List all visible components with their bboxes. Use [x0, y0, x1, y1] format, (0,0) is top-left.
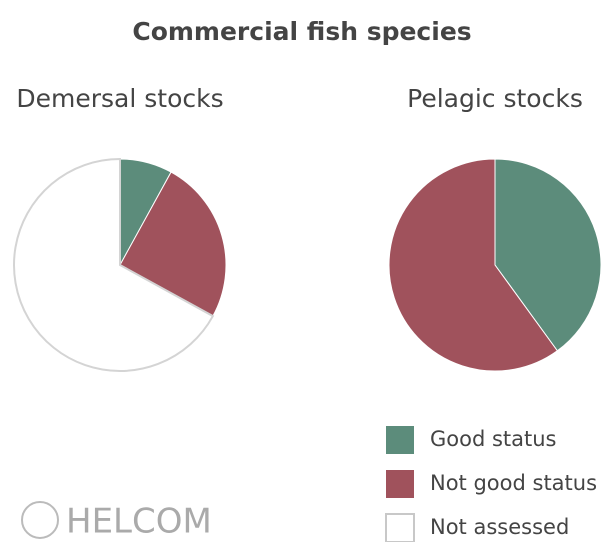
pie-slice: [388, 158, 559, 372]
pie-title: Pelagic stocks: [407, 84, 583, 113]
pie-slice: [13, 157, 215, 372]
chart-title: Commercial fish species: [132, 17, 471, 46]
legend-label: Not assessed: [430, 515, 569, 539]
logo: HELCOM: [21, 501, 212, 542]
legend-swatch: [385, 513, 415, 542]
pie-slice: [119, 171, 227, 317]
legend-label: Good status: [430, 427, 557, 451]
legend-label: Not good status: [430, 471, 597, 495]
pie-title: Demersal stocks: [16, 84, 223, 113]
logo-icon: [21, 501, 59, 539]
logo-text: HELCOM: [66, 502, 212, 542]
legend-swatch: [386, 470, 414, 498]
legend-swatch: [386, 426, 414, 454]
pie-slice: [494, 158, 602, 352]
